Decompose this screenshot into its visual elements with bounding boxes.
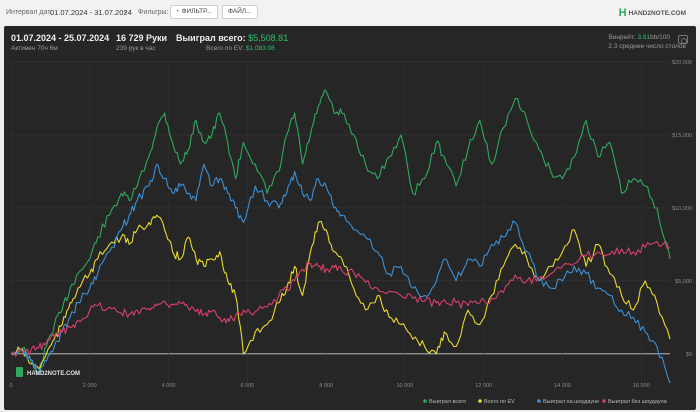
- watermark-text: HAND2NOTE.COM: [27, 371, 80, 377]
- brand-logo: H HAND2NOTE.COM: [619, 7, 686, 19]
- bankroll-chart: 0 2 000 4 000 6 000 8 000 10 000 12 000 14 000 1…: [9, 60, 692, 405]
- stats-hands-per-hour: 239 рук в час: [116, 45, 156, 52]
- series-line: [10, 89, 671, 375]
- ev-label: Всего по EV:: [206, 45, 245, 52]
- filter-button-label: ФИЛЬТР...: [181, 8, 212, 15]
- winrate-suffix: bb/100: [650, 34, 670, 41]
- legend-item[interactable]: Всего по EV: [484, 399, 515, 405]
- legend-marker: [423, 399, 427, 403]
- y-axis: $0 $5,000 $10,000 $15,000 $20,000: [672, 60, 692, 358]
- stats-winrate: Винрейт: 3.61bb/100: [608, 34, 670, 41]
- won-total-label: Выиграл всего:: [176, 33, 246, 43]
- stats-hands: 16 729 Руки: [116, 33, 168, 43]
- winrate-value: 3.61: [637, 34, 651, 41]
- series-line: [10, 163, 671, 384]
- plus-icon: +: [176, 8, 182, 15]
- x-tick-label: 14 000: [554, 383, 571, 389]
- winrate-label: Винрейт:: [608, 34, 636, 41]
- stats-ev: Всего по EV: $1,083.08: [206, 45, 275, 52]
- x-tick-label: 10 000: [397, 383, 414, 389]
- x-tick-label: 16 000: [633, 383, 650, 389]
- graph-panel: 01.07.2024 - 25.07.2024 Активен 70ч 6м 1…: [4, 26, 696, 410]
- x-tick-label: 0: [9, 383, 12, 389]
- stats-active-time: Активен 70ч 6м: [11, 45, 58, 52]
- legend-marker: [537, 399, 541, 403]
- toolbar: Интервал дат: 01.07.2024 - 31.07.2024 ⌄ …: [0, 0, 700, 25]
- y-tick-label: $15,000: [672, 133, 692, 139]
- y-tick-label: $20,000: [672, 60, 692, 66]
- legend-item[interactable]: Выиграл без шоудауна: [608, 399, 668, 405]
- file-button[interactable]: ФАЙЛ...: [222, 5, 258, 19]
- camera-icon[interactable]: [678, 35, 688, 44]
- brand-logo-text: HAND2NOTE.COM: [628, 10, 686, 17]
- date-range-select[interactable]: 01.07.2024 - 31.07.2024: [50, 8, 132, 17]
- file-button-label: ФАЙЛ...: [228, 8, 252, 15]
- x-tick-label: 4 000: [162, 383, 176, 389]
- stats-won-total: Выиграл всего: $5,508.81: [176, 33, 288, 43]
- x-tick-label: 6 000: [240, 383, 254, 389]
- legend-marker: [478, 399, 482, 403]
- ev-value: $1,083.08: [245, 45, 275, 52]
- chevron-down-icon[interactable]: ⌄: [123, 8, 129, 15]
- x-tick-label: 2 000: [83, 383, 97, 389]
- y-tick-label: $0: [686, 352, 692, 358]
- series-line: [11, 214, 671, 369]
- filters-label: Фильтры:: [138, 9, 169, 16]
- legend-marker: [602, 399, 606, 403]
- date-range-label: Интервал дат:: [6, 9, 53, 16]
- watermark-logo-icon: [16, 367, 23, 377]
- series-line: [10, 240, 671, 357]
- legend-item[interactable]: Выиграл на шоудауне: [543, 399, 599, 405]
- won-total-value: $5,508.81: [248, 33, 289, 43]
- chart-grid: [10, 61, 670, 383]
- chart-watermark: HAND2NOTE.COM: [16, 367, 80, 377]
- legend-item[interactable]: Выиграл всего: [429, 399, 466, 405]
- filter-button[interactable]: + ФИЛЬТР...: [170, 5, 218, 19]
- x-axis: 0 2 000 4 000 6 000 8 000 10 000 12 000 14 000 1…: [9, 383, 649, 389]
- logo-icon: H: [618, 7, 627, 19]
- stats-avg-tables: 2.3 среднее число столов: [608, 43, 686, 50]
- chart-series: [10, 89, 671, 384]
- stats-date-range: 01.07.2024 - 25.07.2024: [11, 33, 110, 43]
- chart-legend: Выиграл всего Всего по EV Выиграл на шоуда…: [423, 399, 668, 405]
- x-tick-label: 12 000: [475, 383, 492, 389]
- y-tick-label: $10,000: [672, 206, 692, 212]
- y-tick-label: $5,000: [675, 279, 692, 285]
- x-tick-label: 8 000: [319, 383, 333, 389]
